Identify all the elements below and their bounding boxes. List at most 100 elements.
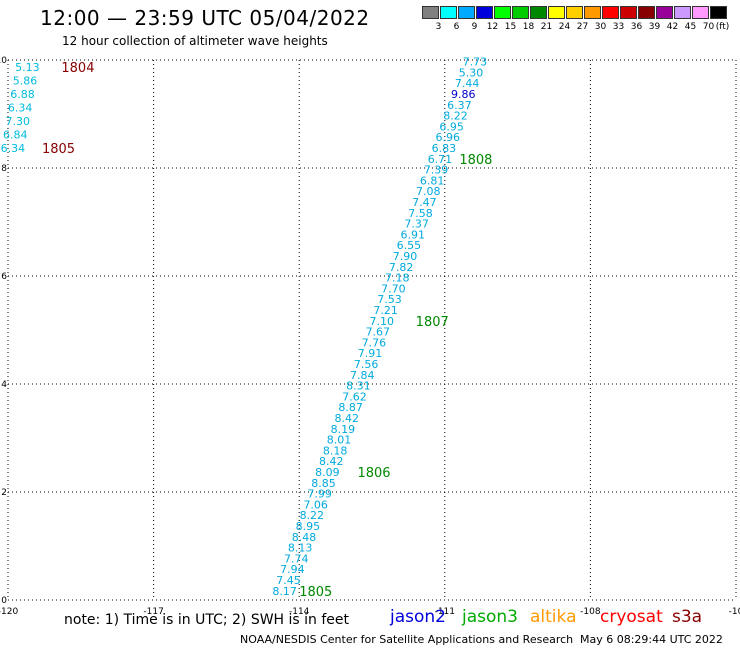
time-label: 1805 (42, 142, 75, 157)
scale-swatch (422, 6, 439, 19)
swh-value: 8.48 (292, 531, 317, 544)
swh-value: 7.91 (358, 347, 383, 360)
swh-value: 8.42 (319, 455, 344, 468)
satellite-legend-jason3: jason3 (462, 607, 518, 627)
swh-value: 7.30 (5, 115, 30, 128)
swh-value: 8.31 (346, 380, 371, 393)
x-tick-label: -117 (143, 607, 163, 617)
y-tick-label: 10 (0, 56, 7, 66)
swh-value: 7.39 (424, 164, 449, 177)
swh-value: 5.30 (459, 66, 484, 79)
swh-value: 7.45 (276, 574, 301, 587)
scale-swatch (602, 6, 619, 19)
swh-value: 8.19 (331, 423, 356, 436)
swh-value: 6.91 (401, 228, 426, 241)
y-tick-label: 8 (1, 164, 7, 174)
swh-value: 7.44 (455, 77, 480, 90)
swh-value: 6.34 (8, 102, 33, 115)
scale-label: 18 (522, 22, 535, 32)
satellite-legend-altika: altika (530, 607, 577, 627)
swh-value: 8.22 (443, 110, 468, 123)
x-tick-label: -108 (580, 607, 601, 617)
swh-value: 6.34 (1, 142, 26, 155)
scale-label: 6 (453, 22, 460, 32)
scale-swatch (656, 6, 673, 19)
swh-value: 8.85 (311, 477, 336, 490)
scale-label: 42 (666, 22, 679, 32)
scale-label: 45 (684, 22, 697, 32)
swh-value: 7.74 (284, 552, 309, 565)
swh-value: 7.90 (393, 250, 418, 263)
scale-label: 33 (612, 22, 625, 32)
swh-value: 7.10 (369, 315, 394, 328)
swh-value: 7.62 (342, 390, 367, 403)
swh-value: 6.88 (10, 88, 35, 101)
satellite-legend-s3a: s3a (672, 607, 703, 627)
swh-value: 7.06 (303, 498, 328, 511)
y-tick-label: 4 (1, 380, 7, 390)
footer-note: note: 1) Time is in UTC; 2) SWH is in fe… (64, 612, 350, 628)
swh-value: 8.13 (288, 542, 313, 555)
scale-swatch (512, 6, 529, 19)
swh-value: 8.18 (323, 444, 348, 457)
swh-value: 7.99 (307, 488, 332, 501)
swh-value: 6.96 (435, 131, 460, 144)
swh-value: 8.22 (300, 509, 325, 522)
swh-value: 7.58 (408, 207, 433, 220)
swh-value: 7.73 (463, 56, 488, 69)
swh-value: 7.56 (354, 358, 379, 371)
scale-swatch (476, 6, 493, 19)
satellite-legend-jason2: jason2 (390, 607, 446, 627)
chart-subtitle: 12 hour collection of altimeter wave hei… (62, 34, 328, 48)
swh-value: 6.55 (397, 239, 422, 252)
scale-label: 30 (594, 22, 607, 32)
y-tick-label: 0 (1, 596, 7, 606)
scale-swatch (584, 6, 601, 19)
scale-swatch (638, 6, 655, 19)
x-tick-label: -114 (289, 607, 310, 617)
swh-value: 9.86 (451, 88, 476, 101)
swh-value: 7.70 (381, 282, 406, 295)
swh-value: 6.83 (432, 142, 457, 155)
scale-swatch (494, 6, 511, 19)
chart-title: 12:00 — 23:59 UTC 05/04/2022 (40, 6, 370, 30)
time-label: 1806 (357, 466, 390, 481)
swh-value: 6.37 (447, 99, 472, 112)
scale-label: 15 (504, 22, 517, 32)
scale-label: 70 (702, 22, 715, 32)
swh-value: 7.84 (350, 369, 375, 382)
x-tick-label: -10 (729, 607, 740, 617)
swh-value: 7.94 (280, 563, 305, 576)
scale-swatch (566, 6, 583, 19)
scale-label: 24 (558, 22, 571, 32)
swh-value: 5.86 (13, 75, 38, 88)
time-label: 1804 (61, 61, 94, 76)
swh-value: 8.17 (272, 585, 297, 598)
swh-value: 5.13 (15, 61, 40, 74)
x-tick-label: -120 (0, 607, 18, 617)
scale-label: 21 (540, 22, 553, 32)
scale-swatch (674, 6, 691, 19)
x-tick-label: -111 (435, 607, 455, 617)
scale-label: 12 (486, 22, 499, 32)
scale-swatch (692, 6, 709, 19)
swh-value: 8.87 (338, 401, 363, 414)
scale-label: 39 (648, 22, 661, 32)
swh-value: 8.01 (327, 434, 352, 447)
time-label: 1808 (459, 153, 492, 168)
scale-swatch (458, 6, 475, 19)
swh-value: 7.82 (389, 261, 414, 274)
swh-value: 7.21 (373, 304, 398, 317)
swh-value: 7.47 (412, 196, 437, 209)
swh-value: 6.84 (3, 129, 28, 142)
scale-label: 3 (435, 22, 442, 32)
swh-value: 6.71 (428, 153, 453, 166)
scale-swatch (548, 6, 565, 19)
swh-value: 7.37 (404, 218, 429, 231)
swh-value: 8.09 (315, 466, 340, 479)
y-tick-label: 6 (1, 272, 7, 282)
swh-value: 7.18 (385, 272, 410, 285)
scale-label: 36 (630, 22, 643, 32)
footer-credit: NOAA/NESDIS Center for Satellite Applica… (240, 633, 574, 646)
